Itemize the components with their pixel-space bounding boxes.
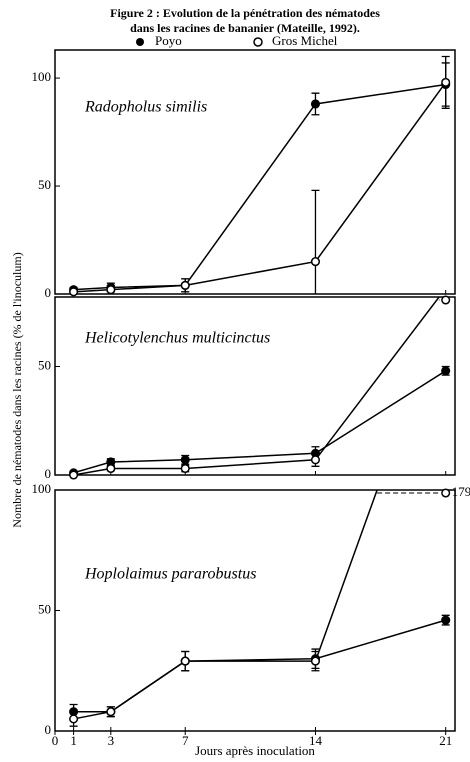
data-point: [441, 488, 451, 498]
data-label: 179: [452, 484, 470, 499]
legend-marker: [253, 37, 263, 47]
x-tick-label: 14: [309, 733, 323, 748]
x-axis-label: Jours après inoculation: [195, 743, 315, 758]
chart-title: Figure 2 : Evolution de la pénétration d…: [110, 6, 380, 20]
data-point: [441, 366, 451, 376]
data-point: [180, 280, 190, 290]
y-axis-label: Nombre de nématodes dans les racines (% …: [10, 252, 24, 527]
panel-label: Radopholus similis: [84, 99, 207, 116]
data-point: [441, 77, 451, 87]
y-tick-label: 0: [45, 722, 52, 737]
y-tick-label: 50: [38, 357, 51, 372]
panel-label: Helicotylenchus multicinctus: [84, 330, 270, 347]
y-tick-label: 100: [32, 481, 52, 496]
x-tick-label: 1: [70, 733, 77, 748]
series-line: [73, 619, 446, 713]
data-point: [180, 463, 190, 474]
data-point: [441, 615, 451, 625]
x-tick-label: 21: [439, 733, 452, 748]
chart-title: dans les racines de bananier (Mateille, …: [130, 21, 360, 35]
x-tick-label: 7: [182, 733, 189, 748]
data-point: [310, 455, 321, 465]
x-tick-label: 3: [108, 733, 115, 748]
plot-frame: [54, 49, 456, 295]
data-point: [69, 287, 79, 297]
data-point: [106, 285, 116, 295]
panel-label: Hoplolaimus pararobustus: [84, 566, 256, 583]
data-point: [180, 455, 190, 465]
data-point: [310, 656, 321, 666]
data-point: [106, 463, 116, 474]
legend-marker: [136, 38, 144, 46]
data-point: [310, 257, 321, 267]
data-point: [310, 99, 321, 109]
plot-area: [69, 297, 450, 475]
legend-label: Poyo: [155, 33, 182, 48]
series-line: [73, 370, 447, 474]
series-line: [73, 297, 441, 475]
data-point: [106, 707, 116, 717]
plot-frame: [54, 489, 456, 732]
plot-area: [69, 490, 450, 727]
y-tick-label: 100: [32, 69, 52, 84]
x-tick-label: 0: [52, 733, 59, 748]
y-tick-label: 50: [38, 177, 51, 192]
plot-frame: [54, 296, 456, 476]
data-point: [180, 656, 190, 666]
y-tick-label: 50: [38, 601, 51, 616]
data-point: [441, 295, 451, 305]
data-point: [69, 470, 79, 480]
data-point: [69, 707, 79, 717]
y-tick-label: 0: [45, 285, 52, 300]
legend-label: Gros Michel: [272, 33, 338, 48]
y-tick-label: 0: [45, 466, 52, 481]
data-point: [69, 714, 79, 724]
